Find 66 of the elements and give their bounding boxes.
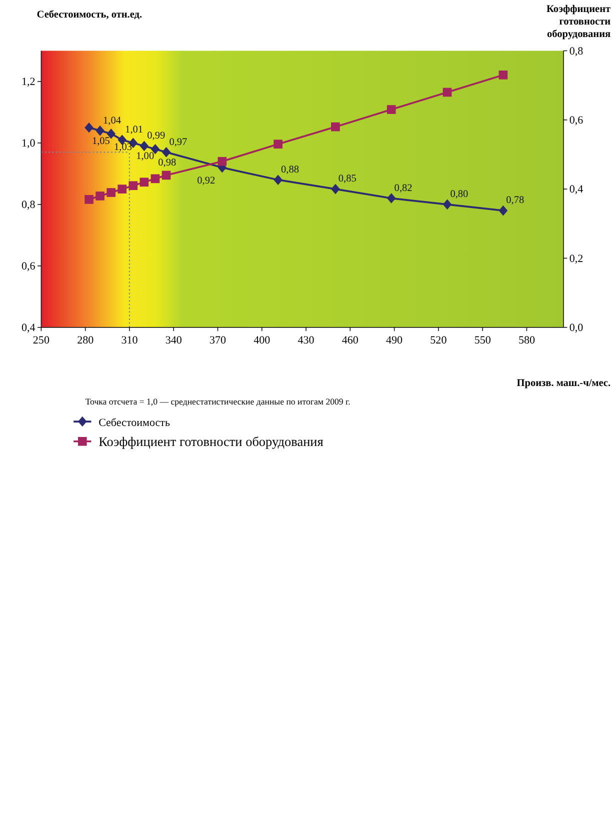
point (106, 128, 116, 139)
point (274, 140, 282, 149)
point (331, 184, 340, 194)
data-label: 0,99 (147, 130, 166, 142)
point (331, 122, 340, 132)
point (162, 170, 171, 180)
x-tick-label: 400 (254, 334, 271, 347)
x-tick-label: 520 (430, 334, 448, 347)
y-tick-label: 1,2 (22, 76, 36, 88)
point (118, 184, 127, 194)
x-tick-label: 430 (298, 334, 315, 347)
data-label: 1,03 (114, 142, 132, 153)
point (218, 156, 227, 166)
data-label: 0,78 (506, 195, 524, 206)
y2-tick-label: 0,8 (569, 45, 584, 58)
point (442, 88, 452, 97)
x-tick-label: 250 (32, 334, 50, 347)
legend-label: Себестоимость (98, 416, 170, 429)
y2-tick-label: 0,4 (569, 184, 584, 196)
x-tick-label: 370 (209, 334, 226, 347)
data-label: 0,92 (197, 176, 216, 187)
y-tick-label: 1,0 (22, 138, 36, 150)
x-tick-label: 490 (386, 334, 404, 347)
data-label: 0,85 (338, 174, 356, 185)
x-tick-label: 580 (518, 334, 536, 347)
text: Точка отсчета = 1,0 — среднестатистические данные по итогам 2009 г. (85, 396, 350, 407)
point (274, 174, 282, 185)
data-label: 0,88 (281, 164, 300, 176)
y2-tick-label: 0,6 (569, 114, 584, 127)
data-label: 1,00 (136, 151, 154, 162)
y2-tick-label: 0,0 (569, 322, 584, 334)
y-tick-label: 0,8 (22, 199, 36, 212)
y2-axis-title: Коэффициент готовности оборудования (546, 4, 612, 40)
data-label: 1,05 (92, 136, 110, 147)
x-tick-label: 310 (121, 334, 138, 347)
legend-label: Коэффициент готовности оборудования (98, 434, 324, 449)
point (140, 178, 149, 187)
data-label: 0,82 (394, 182, 412, 194)
point (96, 126, 104, 136)
y-tick-label: 0,4 (22, 322, 36, 334)
data-label: 0,98 (158, 157, 176, 168)
point (498, 205, 508, 216)
point (386, 193, 396, 204)
x-axis-title: Произв. маш.-ч/мес. (516, 378, 612, 390)
point (442, 199, 452, 210)
y-tick-label: 0,6 (22, 260, 36, 273)
y2-tick-label: 0,2 (569, 252, 584, 265)
point (150, 174, 160, 184)
point (498, 70, 508, 80)
x-tick-label: 280 (77, 334, 94, 347)
data-label: 0,80 (450, 189, 468, 200)
data-label: 1,04 (102, 115, 121, 126)
y-axis-title: Себестоимость, отн.ед. (36, 10, 143, 21)
point (106, 188, 116, 197)
point (162, 147, 171, 158)
point (140, 140, 149, 152)
data-label: 1,01 (125, 124, 144, 136)
x-tick-label: 550 (474, 334, 492, 347)
point (386, 105, 396, 114)
x-tick-label: 460 (342, 334, 359, 347)
point (128, 181, 138, 190)
x-tick-label: 340 (165, 334, 182, 347)
data-label: 0,97 (169, 136, 188, 148)
point (84, 195, 94, 204)
point (96, 192, 104, 200)
point (84, 122, 94, 133)
